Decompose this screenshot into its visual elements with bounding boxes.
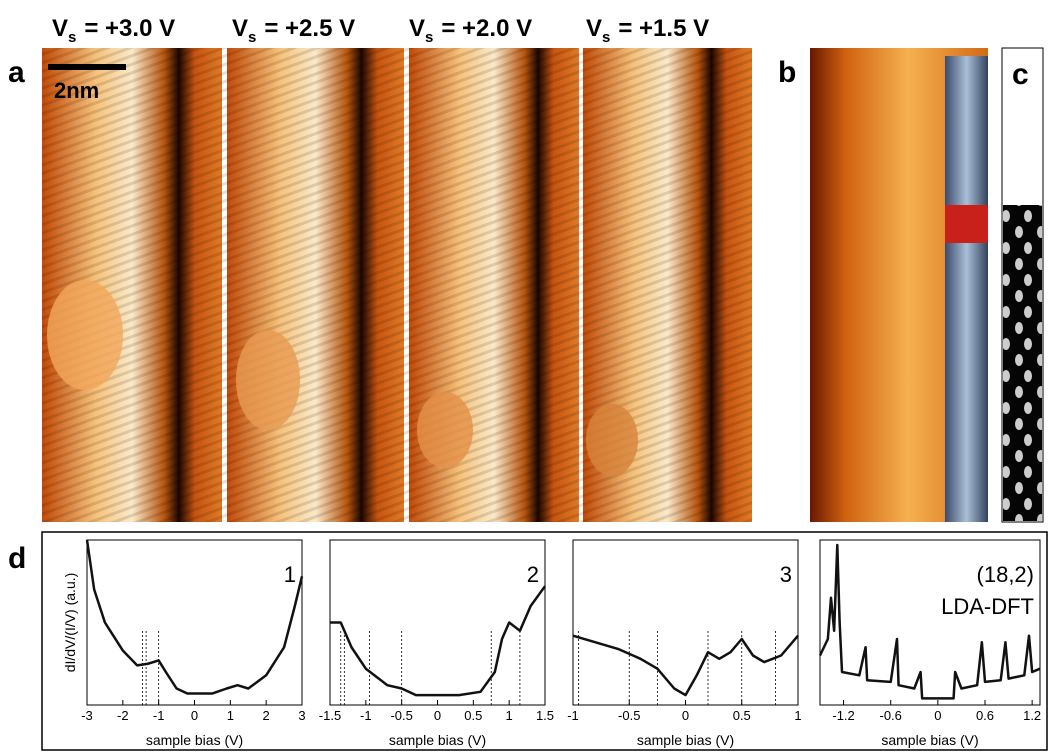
x-axis-label: sample bias (V) — [146, 732, 243, 748]
blob — [417, 392, 473, 468]
x-tick-label: 2 — [263, 708, 270, 723]
x-tick-label: 0 — [682, 708, 689, 723]
annotation: 3 — [780, 562, 792, 587]
x-tick-label: 1 — [227, 708, 234, 723]
bias-subscript: s — [425, 29, 433, 46]
blob — [236, 330, 300, 430]
bias-value: = +2.0 V — [441, 15, 532, 42]
x-tick-label: 1.2 — [1023, 708, 1041, 723]
stripe-overlay — [42, 48, 752, 522]
x-tick-label: -1.5 — [319, 708, 341, 723]
simulated-image — [945, 56, 988, 522]
bias-label: Vs = +3.0 V — [52, 15, 175, 46]
spectrum-line — [85, 539, 304, 695]
x-tick-label: 0.5 — [464, 708, 482, 723]
x-tick-label: 0 — [191, 708, 198, 723]
x-tick-label: 1.5 — [536, 708, 554, 723]
bias-label: Vs = +2.0 V — [409, 15, 532, 46]
blob — [586, 404, 638, 476]
bias-subscript: s — [248, 29, 256, 46]
x-tick-label: 1 — [794, 708, 801, 723]
x-tick-label: -1 — [153, 708, 165, 723]
bias-label: Vs = +2.5 V — [232, 15, 355, 46]
bias-symbol: V — [232, 15, 248, 42]
model-image — [1003, 205, 1042, 521]
x-axis-label: sample bias (V) — [389, 732, 486, 748]
annotation: 1 — [284, 562, 296, 587]
bias-symbol: V — [586, 15, 602, 42]
plot-frame — [86, 539, 303, 706]
bias-value: = +3.0 V — [84, 15, 175, 42]
plot-frame — [572, 539, 799, 706]
bias-value: = +2.5 V — [264, 15, 355, 42]
x-tick-label: 3 — [298, 708, 305, 723]
x-tick-label: 0.5 — [733, 708, 751, 723]
stm-images: 2nm — [41, 47, 1048, 751]
annotation: LDA-DFT — [941, 594, 1034, 619]
panel-label: a — [8, 56, 25, 89]
x-tick-label: 0.6 — [976, 708, 994, 723]
divider — [945, 205, 988, 243]
scale-bar — [48, 64, 126, 70]
bias-symbol: V — [409, 15, 425, 42]
bias-subscript: s — [68, 29, 76, 46]
annotation: 2 — [527, 562, 539, 587]
x-tick-label: -1.2 — [832, 708, 854, 723]
panel-label: d — [8, 542, 26, 575]
x-tick-label: -0.5 — [390, 708, 412, 723]
x-tick-label: 0 — [934, 708, 941, 723]
x-tick-label: -0.6 — [880, 708, 902, 723]
bias-label: Vs = +1.5 V — [586, 15, 709, 46]
plot-frame — [819, 539, 1041, 706]
x-tick-label: -1 — [567, 708, 579, 723]
x-tick-label: -0.5 — [618, 708, 640, 723]
spectrum-line — [572, 634, 799, 697]
panel-d-frame — [41, 531, 1048, 751]
scale-bar-label: 2nm — [54, 78, 99, 103]
panel-label: b — [778, 56, 796, 89]
panel-label: c — [1012, 58, 1029, 91]
x-tick-label: 1 — [506, 708, 513, 723]
bias-subscript: s — [602, 29, 610, 46]
x-tick-label: -1 — [360, 708, 372, 723]
x-axis-label: sample bias (V) — [637, 732, 734, 748]
x-tick-label: 0 — [434, 708, 441, 723]
spectrum-line — [330, 585, 547, 697]
x-axis-label: sample bias (V) — [881, 732, 978, 748]
bias-symbol: V — [52, 15, 68, 42]
spectrum-line — [818, 543, 1041, 700]
x-tick-label: -3 — [81, 708, 93, 723]
plot-frame — [329, 539, 546, 706]
blob — [47, 280, 123, 390]
x-tick-label: -2 — [117, 708, 129, 723]
y-axis-label: dI/dV/(I/V) (a.u.) — [62, 573, 78, 673]
bias-value: = +1.5 V — [618, 15, 709, 42]
annotation: (18,2) — [977, 562, 1034, 587]
